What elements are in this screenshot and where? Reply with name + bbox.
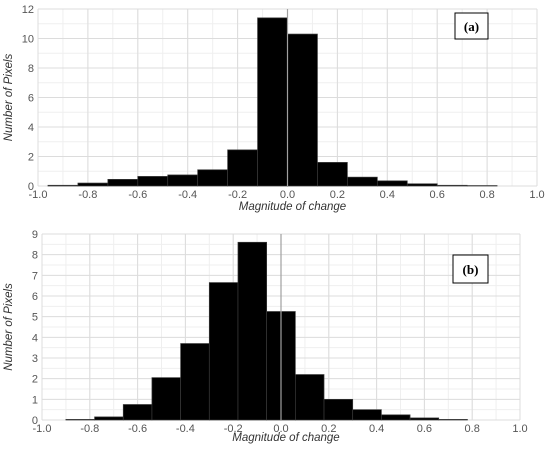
- histogram-bar: [94, 416, 124, 421]
- x-tick-label: -0.8: [78, 189, 97, 201]
- x-tick-label: -0.2: [228, 189, 247, 201]
- histogram-bar: [77, 182, 109, 187]
- histogram-bar: [167, 174, 199, 187]
- histogram-bar: [65, 419, 95, 421]
- histogram-bar: [47, 184, 79, 187]
- x-axis-title: Magnitude of change: [239, 201, 346, 213]
- histogram-bar: [107, 179, 139, 187]
- histogram-bar: [347, 176, 378, 187]
- histogram-bar: [197, 169, 228, 187]
- x-tick-label: 0.0: [273, 423, 288, 435]
- y-tick-label: 8: [32, 250, 38, 262]
- histogram-panel-2: -1.0 -0.8 -0.6 -0.4 -0.2 0.0 0.2 0.4 0.6 0.8 1.0 0 1…: [3, 229, 528, 444]
- histogram-bar: [376, 180, 408, 187]
- histogram-bar: [381, 414, 411, 421]
- histogram-bar: [287, 33, 318, 187]
- histogram-bar: [151, 377, 181, 421]
- bars: [65, 241, 468, 421]
- panel-label: (a): [464, 19, 479, 34]
- x-tick-label: -0.4: [178, 189, 197, 201]
- y-axis-title: Number of Pixels: [3, 53, 15, 141]
- y-tick-label: 12: [22, 4, 34, 16]
- x-tick-label: 0.4: [380, 189, 395, 201]
- x-tick-label: 0.6: [417, 423, 432, 435]
- bars: [47, 17, 498, 187]
- x-tick-label: -0.4: [176, 423, 195, 435]
- panel-label-box: [452, 254, 489, 284]
- x-tick-label: 0.2: [330, 189, 345, 201]
- x-tick-label: 0.2: [321, 423, 336, 435]
- panel-label: (b): [463, 262, 479, 277]
- x-tick-label: 1.0: [529, 189, 544, 201]
- histogram-bar: [237, 241, 268, 421]
- histogram-bar: [317, 162, 348, 187]
- y-tick-label: 6: [32, 291, 38, 303]
- y-tick-label: 4: [28, 122, 34, 134]
- y-tick-label: 0: [32, 415, 38, 427]
- histogram-bar: [208, 282, 239, 421]
- x-tick-label: 0.6: [430, 189, 445, 201]
- histogram-bar: [409, 417, 440, 421]
- histogram-bar: [352, 409, 382, 421]
- y-tick-label: 7: [32, 270, 38, 282]
- histogram-panel-1: -1.0 -0.8 -0.6 -0.4 -0.2 0.0 0.2 0.4 0.6 0.8 1.0 0 2…: [3, 4, 545, 213]
- panel-label-box: [454, 12, 489, 40]
- y-tick-label: 0: [28, 181, 34, 193]
- x-tick-label: 1.0: [512, 423, 527, 435]
- histogram-bar: [438, 419, 468, 421]
- y-tick-label: 1: [32, 394, 38, 406]
- x-tick-label: 0.0: [280, 189, 295, 201]
- histogram-bar: [406, 183, 438, 187]
- x-tick-label: 0.8: [479, 189, 494, 201]
- x-tick-label: -0.8: [80, 423, 99, 435]
- y-tick-label: 5: [32, 312, 38, 324]
- y-tick-label: 3: [32, 353, 38, 365]
- histogram-bar: [180, 343, 210, 421]
- y-tick-label: 2: [32, 374, 38, 386]
- x-tick-label: -0.6: [128, 189, 147, 201]
- y-axis-title: Number of Pixels: [3, 283, 15, 371]
- histogram-bar: [137, 176, 169, 187]
- x-tick-label: 0.8: [465, 423, 480, 435]
- histogram-bar: [227, 149, 258, 187]
- x-tick-label: -1.0: [29, 189, 48, 201]
- x-tick-label: -0.2: [224, 423, 243, 435]
- x-tick-label: -1.0: [33, 423, 52, 435]
- y-tick-label: 9: [32, 229, 38, 241]
- histogram-bar: [257, 17, 288, 187]
- x-tick-label: -0.6: [128, 423, 147, 435]
- y-tick-label: 2: [28, 152, 34, 164]
- histogram-bar: [323, 398, 354, 421]
- x-axis-title: Magnitude of change: [232, 432, 339, 444]
- y-tick-label: 8: [28, 63, 34, 75]
- y-tick-label: 4: [32, 332, 38, 344]
- histogram-bar: [294, 374, 325, 421]
- y-tick-label: 6: [28, 93, 34, 105]
- histogram-bar: [436, 184, 468, 187]
- y-tick-label: 10: [22, 34, 34, 46]
- histogram-bar: [122, 404, 153, 421]
- x-tick-label: 0.4: [369, 423, 384, 435]
